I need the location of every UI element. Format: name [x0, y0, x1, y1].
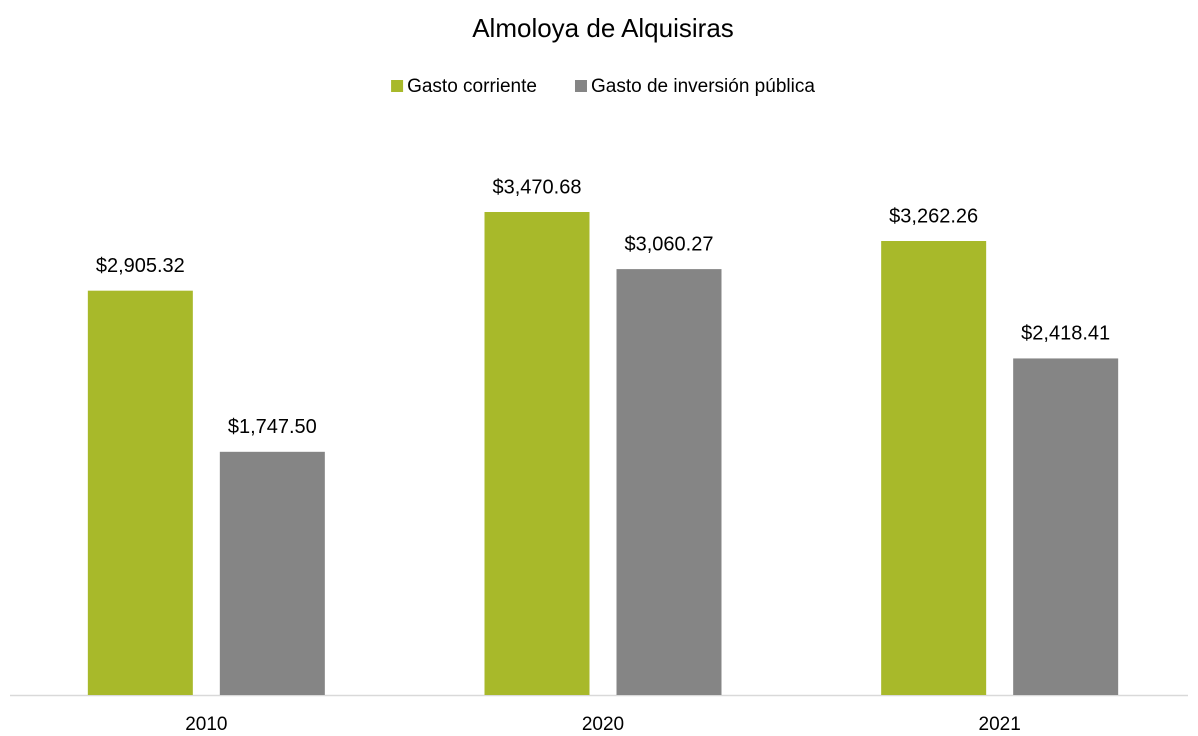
- value-label: $2,418.41: [1021, 323, 1110, 345]
- legend-swatch: [574, 80, 587, 92]
- x-tick-label: 2021: [979, 714, 1021, 735]
- legend-label: Gasto de inversión pública: [591, 76, 815, 97]
- bar: [484, 212, 590, 695]
- bar: [1013, 358, 1119, 695]
- value-label: $3,060.27: [625, 233, 714, 255]
- value-label: $3,470.68: [493, 176, 582, 198]
- bar: [616, 269, 722, 695]
- value-label: $3,262.26: [889, 205, 978, 227]
- bar: [219, 451, 325, 695]
- x-tick-label: 2020: [582, 714, 624, 735]
- x-tick-label: 2010: [185, 714, 227, 735]
- chart-title: Almoloya de Alquisiras: [472, 13, 734, 43]
- bar: [87, 290, 193, 695]
- value-label: $2,905.32: [96, 255, 185, 277]
- legend-swatch: [391, 80, 404, 92]
- legend-label: Gasto corriente: [407, 76, 537, 97]
- bar: [881, 241, 987, 695]
- value-label: $1,747.50: [228, 416, 317, 438]
